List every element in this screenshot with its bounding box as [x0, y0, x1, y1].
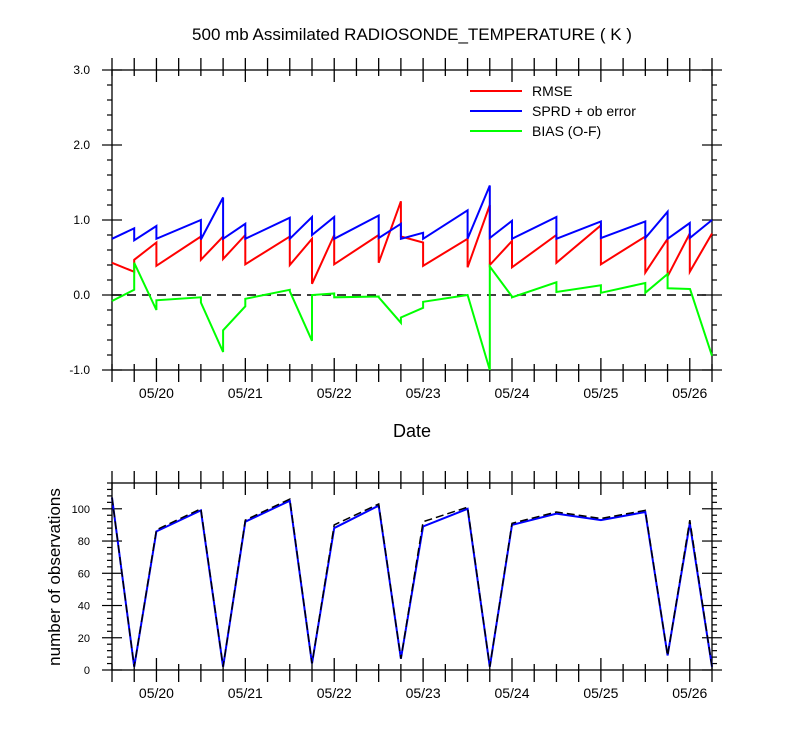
x-tick-label: 05/25	[583, 685, 618, 701]
y-tick-label: 60	[78, 568, 90, 580]
series-line-bias-2	[111, 262, 713, 371]
x-tick-label: 05/26	[672, 685, 707, 701]
y-tick-label: 1.0	[73, 213, 90, 227]
y-tick-label: 40	[78, 601, 90, 613]
y-tick-label: -1.0	[69, 363, 90, 377]
y-tick-label: 100	[72, 504, 90, 516]
x-tick-label: 05/24	[494, 385, 529, 401]
y-axis-label-observations: number of observations	[45, 488, 64, 666]
y-tick-label: 2.0	[73, 138, 90, 152]
x-tick-label: 05/23	[406, 685, 441, 701]
x-tick-label: 05/20	[139, 385, 174, 401]
x-tick-label: 05/26	[672, 385, 707, 401]
y-tick-label: 0	[84, 665, 90, 677]
x-tick-label: 05/22	[317, 385, 352, 401]
x-axis-label: Date	[393, 421, 431, 441]
x-tick-label: 05/23	[406, 385, 441, 401]
legend-label: BIAS (O-F)	[532, 123, 601, 139]
series-line-bias-1	[111, 185, 713, 243]
series-line-bias-0	[111, 200, 713, 285]
x-tick-label: 05/20	[139, 685, 174, 701]
x-tick-label: 05/22	[317, 685, 352, 701]
plot-frame	[111, 482, 713, 671]
bottom-panel: 05/20 05/21 05/22 05/23 05/24 05/25 05/26 0 20 40…	[72, 471, 722, 701]
x-tick-label: 05/25	[583, 385, 618, 401]
series-line-obs-0	[111, 497, 713, 667]
x-tick-label: 05/24	[494, 685, 529, 701]
legend-label: SPRD + ob error	[532, 103, 636, 119]
y-tick-label: 0.0	[73, 288, 90, 302]
y-tick-label: 80	[78, 536, 90, 548]
y-tick-label: 3.0	[73, 63, 90, 77]
series-line-obs-1	[111, 497, 713, 667]
legend-label: RMSE	[532, 83, 572, 99]
x-tick-label: 05/21	[228, 685, 263, 701]
y-tick-label: 20	[78, 633, 90, 645]
top-panel: 05/20 05/21 05/22 05/23 05/24 05/25 05/26 -1.0 0…	[69, 58, 722, 401]
x-tick-label: 05/21	[228, 385, 263, 401]
chart-title: 500 mb Assimilated RADIOSONDE_TEMPERATUR…	[192, 25, 632, 44]
